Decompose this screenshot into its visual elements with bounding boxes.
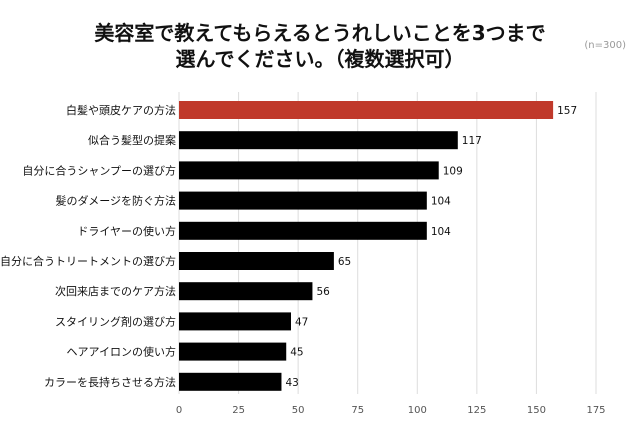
x-axis-ticks: 0 25 50 75 100 125 150 175 [176, 405, 606, 416]
value-label: 65 [338, 256, 351, 268]
x-tick-label: 25 [232, 405, 245, 416]
category-label: 髪のダメージを防ぐ方法 [56, 194, 176, 208]
category-label: ヘアアイロンの使い方 [67, 345, 176, 359]
chart-title: 美容室で教えてもらえるとうれしいことを3つまで 選んでください。（複数選択可） [0, 20, 640, 72]
x-tick-label: 100 [408, 405, 427, 416]
value-label: 43 [285, 377, 298, 389]
bar [179, 282, 313, 301]
value-label: 104 [431, 226, 451, 238]
category-label: 白髪や頭皮ケアの方法 [66, 103, 176, 117]
chart-title-line-1: 美容室で教えてもらえるとうれしいことを3つまで [94, 21, 546, 45]
category-label: 自分に合うシャンプーの選び方 [22, 163, 176, 177]
bar [179, 131, 458, 150]
x-tick-label: 50 [292, 405, 305, 416]
bar [179, 101, 554, 119]
x-tick-label: 0 [176, 405, 182, 416]
bar [179, 221, 427, 240]
category-label: 自分に合うトリートメントの選び方 [0, 254, 176, 268]
x-tick-label: 150 [527, 405, 546, 416]
x-tick-label: 75 [351, 405, 364, 416]
category-label: 似合う髪型の提案 [88, 133, 176, 147]
x-tick-label: 125 [467, 405, 486, 416]
bar [179, 191, 427, 210]
bar [179, 312, 291, 331]
bar [179, 372, 282, 391]
bar [179, 252, 334, 270]
bars: 白髪や頭皮ケアの方法 157 似合う髪型の提案 117 自分に合うシャンプーの選び方 10… [0, 101, 577, 391]
chart-title-line-2: 選んでください。（複数選択可） [175, 47, 465, 71]
bar [179, 342, 287, 361]
value-label: 117 [462, 135, 482, 147]
value-label: 45 [290, 347, 303, 359]
category-label: スタイリング剤の選び方 [55, 314, 176, 328]
category-label: 次回来店までのケア方法 [55, 284, 176, 298]
value-label: 56 [316, 286, 330, 298]
value-label: 109 [443, 165, 463, 177]
value-label: 47 [295, 316, 308, 328]
sample-size-note: (n=300) [584, 40, 626, 51]
bar [179, 161, 439, 180]
value-label: 157 [557, 105, 577, 117]
category-label: カラーを長持ちさせる方法 [44, 375, 176, 389]
value-label: 104 [431, 196, 451, 208]
category-label: ドライヤーの使い方 [77, 224, 176, 238]
x-tick-label: 175 [586, 405, 605, 416]
